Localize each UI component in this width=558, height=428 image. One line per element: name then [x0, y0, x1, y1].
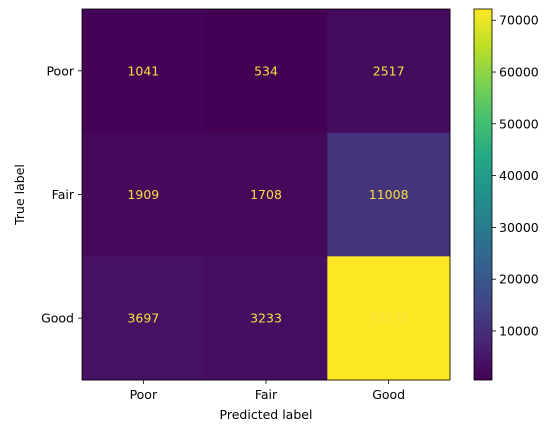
cell-value-label: 72171 — [369, 311, 409, 326]
colorbar-tick-label: 50000 — [499, 116, 539, 131]
heatmap-cells: 1041 534 2517 1909 1708 11008 3697 3233 72171 — [82, 9, 451, 381]
cell-value-label: 2517 — [373, 63, 405, 78]
y-axis-ticks: Poor Fair Good — [41, 63, 82, 326]
heatmap-cell — [327, 9, 451, 134]
heatmap-cell — [327, 256, 451, 381]
x-axis-ticks: Poor Fair Good — [130, 380, 405, 402]
colorbar-tick-label: 40000 — [499, 168, 539, 183]
cell-value-label: 3233 — [250, 311, 282, 326]
colorbar-tick-label: 20000 — [499, 272, 539, 287]
cell-value-label: 534 — [254, 63, 278, 78]
y-tick-label: Poor — [46, 63, 74, 78]
cell-value-label: 1041 — [127, 63, 159, 78]
heatmap-cell — [204, 9, 328, 134]
x-axis-label: Predicted label — [220, 407, 313, 422]
cell-value-label: 3697 — [127, 311, 159, 326]
cell-value-label: 1708 — [250, 187, 282, 202]
cell-value-label: 1909 — [127, 187, 159, 202]
heatmap-cell — [82, 256, 206, 381]
cell-value-label: 11008 — [369, 187, 409, 202]
heatmap-cell — [204, 256, 328, 381]
colorbar-tick-label: 30000 — [499, 220, 539, 235]
y-tick-label: Good — [41, 311, 74, 326]
colorbar-tick-label: 60000 — [499, 65, 539, 80]
x-tick-label: Poor — [130, 387, 158, 402]
colorbar-tick-label: 70000 — [499, 13, 539, 28]
y-tick-label: Fair — [52, 187, 75, 202]
heatmap-cell — [82, 132, 206, 257]
heatmap-cell — [204, 132, 328, 257]
colorbar-ticks: 10000 20000 30000 40000 50000 60000 70000 — [492, 13, 539, 338]
y-axis-label: True label — [12, 164, 27, 226]
x-tick-label: Fair — [255, 387, 278, 402]
x-tick-label: Good — [372, 387, 405, 402]
heatmap-cell — [82, 9, 206, 134]
colorbar — [473, 8, 493, 381]
colorbar-tick-label: 10000 — [499, 323, 539, 338]
heatmap-cell — [327, 132, 451, 257]
